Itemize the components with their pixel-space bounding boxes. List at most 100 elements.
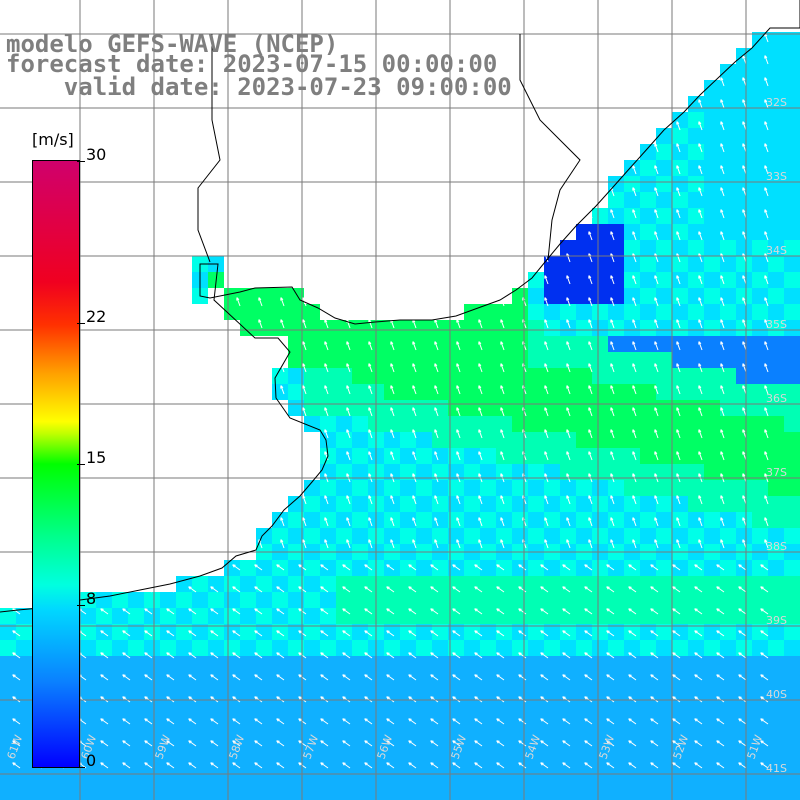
wind-speed-cell	[496, 464, 512, 480]
wind-speed-cell	[608, 448, 624, 464]
wind-arrow	[676, 143, 681, 153]
wind-arrow	[144, 740, 153, 747]
wind-speed-cell	[720, 336, 736, 352]
wind-speed-cell	[0, 704, 16, 720]
wind-speed-cell	[448, 480, 464, 496]
wind-speed-cell	[624, 320, 640, 336]
wind-speed-cell	[736, 208, 752, 224]
wind-speed-cell	[96, 784, 112, 800]
wind-speed-cell	[736, 768, 752, 784]
wind-speed-cell	[224, 704, 240, 720]
wind-arrow	[676, 121, 681, 131]
wind-arrow	[720, 319, 725, 329]
wind-speed-cell	[624, 432, 640, 448]
wind-speed-cell	[176, 624, 192, 640]
wind-speed-cell	[208, 784, 224, 800]
wind-speed-cell	[432, 656, 448, 672]
wind-speed-cell	[592, 688, 608, 704]
wind-arrow	[496, 630, 505, 637]
wind-speed-cell	[656, 160, 672, 176]
wind-speed-cell	[80, 656, 96, 672]
wind-arrow	[562, 740, 571, 747]
wind-arrow	[610, 451, 615, 461]
wind-speed-cell	[592, 224, 608, 240]
wind-arrow	[694, 608, 703, 615]
wind-arrow	[100, 740, 109, 747]
wind-speed-cell	[624, 224, 640, 240]
wind-speed-cell	[416, 624, 432, 640]
wind-arrow	[236, 297, 241, 307]
wind-arrow	[650, 674, 659, 681]
wind-arrow	[386, 762, 395, 769]
wind-speed-cell	[528, 288, 544, 304]
wind-arrow	[632, 385, 637, 395]
wind-speed-cell	[624, 496, 640, 512]
wind-speed-cell	[192, 736, 208, 752]
wind-speed-cell	[720, 256, 736, 272]
wind-speed-cell	[304, 384, 320, 400]
wind-speed-cell	[528, 448, 544, 464]
wind-arrow	[474, 608, 483, 615]
wind-arrow	[764, 55, 769, 65]
wind-arrow	[716, 652, 725, 659]
wind-speed-cell	[272, 592, 288, 608]
wind-arrow	[764, 143, 769, 153]
wind-speed-cell	[672, 624, 688, 640]
wind-speed-cell	[592, 720, 608, 736]
wind-speed-cell	[640, 256, 656, 272]
wind-speed-cell	[720, 368, 736, 384]
wind-speed-cell	[704, 304, 720, 320]
wind-speed-cell	[256, 784, 272, 800]
wind-speed-cell	[768, 160, 784, 176]
wind-arrow	[760, 586, 769, 593]
wind-speed-cell	[672, 784, 688, 800]
wind-speed-cell	[640, 768, 656, 784]
wind-arrow	[276, 652, 285, 659]
wind-arrow	[650, 740, 659, 747]
wind-speed-cell	[512, 432, 528, 448]
wind-speed-cell	[672, 528, 688, 544]
wind-speed-cell	[480, 512, 496, 528]
wind-speed-cell	[752, 496, 768, 512]
wind-speed-cell	[464, 432, 480, 448]
wind-arrow	[368, 539, 373, 549]
wind-speed-cell	[336, 768, 352, 784]
wind-arrow	[764, 275, 769, 285]
wind-arrow	[456, 385, 461, 395]
wind-speed-cell	[784, 736, 800, 752]
wind-speed-cell	[304, 720, 320, 736]
wind-arrow	[584, 652, 593, 659]
wind-speed-cell	[272, 688, 288, 704]
wind-arrow	[500, 451, 505, 461]
wind-arrow	[764, 385, 769, 395]
wind-arrow	[540, 762, 549, 769]
wind-speed-cell	[640, 192, 656, 208]
wind-arrow	[364, 608, 373, 615]
wind-arrow	[166, 608, 175, 615]
wind-arrow	[408, 586, 417, 593]
wind-arrow	[364, 652, 373, 659]
wind-speed-cell	[528, 688, 544, 704]
wind-speed-cell	[656, 560, 672, 576]
wind-speed-cell	[688, 160, 704, 176]
wind-speed-cell	[768, 144, 784, 160]
wind-arrow	[518, 696, 527, 703]
wind-speed-cell	[736, 304, 752, 320]
wind-speed-cell	[432, 736, 448, 752]
wind-arrow	[544, 363, 549, 373]
wind-speed-cell	[432, 512, 448, 528]
wind-speed-cell	[272, 784, 288, 800]
wind-speed-cell	[640, 176, 656, 192]
wind-speed-cell	[352, 432, 368, 448]
wind-arrow	[496, 652, 505, 659]
wind-speed-cell	[608, 592, 624, 608]
wind-speed-cell	[704, 592, 720, 608]
wind-speed-cell	[432, 720, 448, 736]
wind-arrow	[716, 696, 725, 703]
wind-speed-cell	[176, 752, 192, 768]
wind-speed-cell	[176, 720, 192, 736]
wind-speed-cell	[432, 336, 448, 352]
wind-arrow	[606, 630, 615, 637]
wind-speed-cell	[592, 464, 608, 480]
wind-arrow	[324, 451, 329, 461]
